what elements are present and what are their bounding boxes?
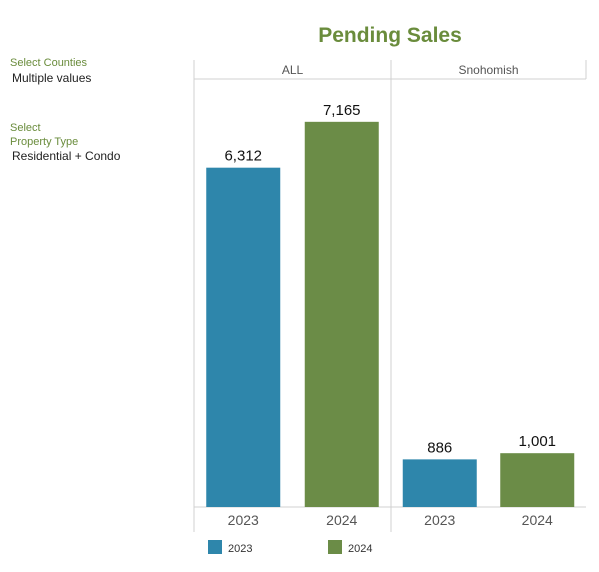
bar-all-2024 — [304, 121, 379, 507]
legend-swatch-2023 — [208, 540, 222, 554]
panel-header-1: Snohomish — [458, 63, 518, 77]
data-label-all-2024: 7,165 — [323, 102, 361, 119]
property-filter-label-line1: Select — [10, 122, 41, 134]
tick-label-snohomish-2024: 2024 — [522, 512, 553, 528]
panel-header-0: ALL — [282, 63, 304, 77]
counties-filter-label: Select Counties — [10, 57, 88, 69]
data-label-all-2023: 6,312 — [224, 148, 262, 165]
counties-filter-value[interactable]: Multiple values — [12, 71, 92, 85]
data-label-snohomish-2024: 1,001 — [518, 433, 556, 450]
property-filter-value[interactable]: Residential + Condo — [12, 149, 121, 163]
bar-snohomish-2024 — [500, 453, 575, 507]
legend-swatch-2024 — [328, 540, 342, 554]
property-filter-label-line2: Property Type — [10, 136, 79, 148]
tick-label-all-2024: 2024 — [326, 512, 357, 528]
tick-label-snohomish-2023: 2023 — [424, 512, 455, 528]
bar-all-2023 — [206, 167, 281, 507]
data-label-snohomish-2023: 886 — [427, 439, 452, 456]
bar-snohomish-2023 — [402, 459, 477, 507]
chart-title: Pending Sales — [318, 24, 462, 47]
legend-label-2023: 2023 — [228, 543, 252, 555]
legend-label-2024: 2024 — [348, 543, 372, 555]
tick-label-all-2023: 2023 — [228, 512, 259, 528]
